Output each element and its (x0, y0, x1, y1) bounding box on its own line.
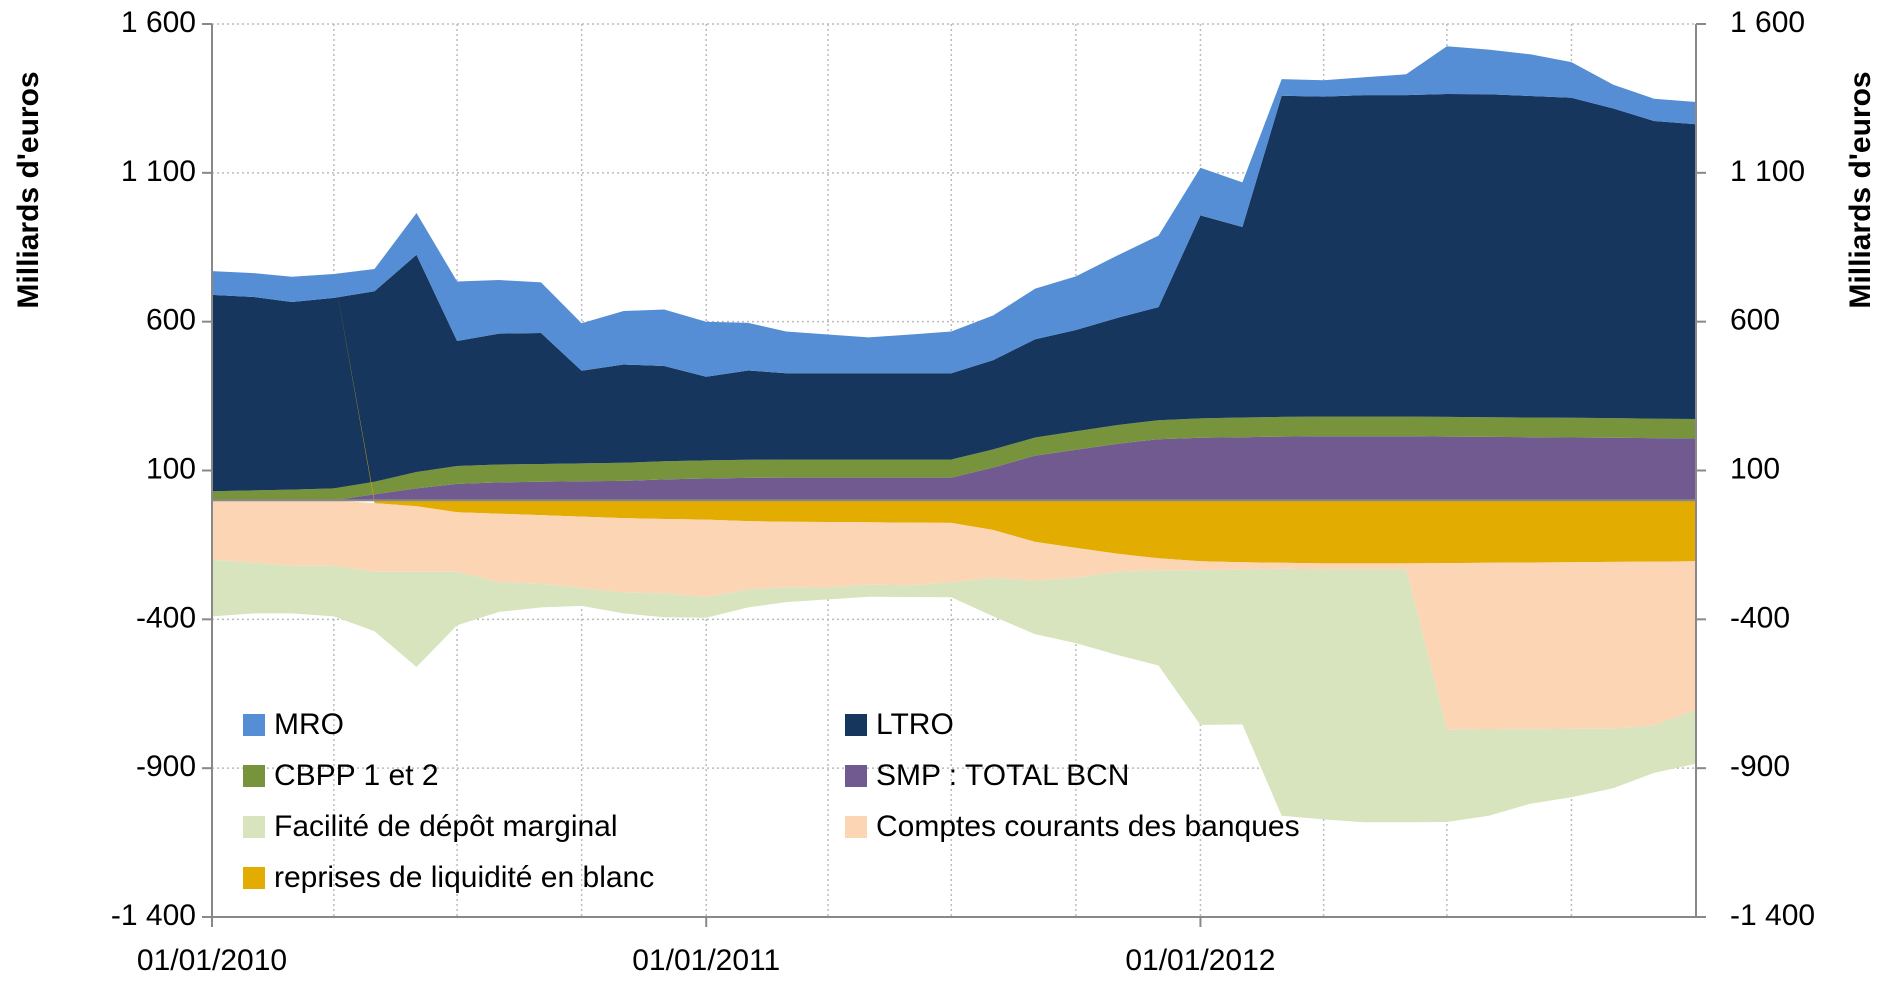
legend-swatch (243, 867, 265, 889)
area (212, 94, 1696, 492)
legend-label: reprises de liquidité en blanc (274, 861, 654, 894)
y-tick-label: 100 (146, 452, 196, 485)
area (212, 271, 1696, 564)
legend-label: Facilité de dépôt marginal (274, 810, 618, 843)
legend-label: Comptes courants des banques (876, 810, 1300, 843)
legend-swatch (845, 714, 867, 736)
area (212, 500, 1696, 730)
y-tick-label: 1 100 (121, 155, 196, 188)
legend-label: LTRO (876, 708, 954, 741)
y2-tick-label: 1 600 (1730, 6, 1805, 39)
area (212, 559, 1696, 823)
area (212, 46, 1696, 377)
y-axis-title: Milliards d'euros (12, 71, 45, 308)
legend-label: SMP : TOTAL BCN (876, 759, 1129, 792)
legend-label: MRO (274, 708, 344, 741)
y-tick-label: -1 400 (111, 899, 196, 932)
legend-swatch (243, 816, 265, 838)
legend-swatch (845, 816, 867, 838)
y2-tick-label: -900 (1730, 750, 1790, 783)
y2-tick-label: 600 (1730, 304, 1780, 337)
y2-tick-label: 100 (1730, 452, 1780, 485)
y-tick-label: -900 (136, 750, 196, 783)
y2-axis-title: Milliards d'euros (1844, 71, 1877, 308)
area (212, 436, 1696, 501)
x-tick-label: 01/01/2012 (1125, 944, 1275, 977)
y2-tick-label: -1 400 (1730, 899, 1815, 932)
x-tick-label: 01/01/2010 (137, 944, 287, 977)
legend-swatch (845, 765, 867, 787)
legend-label: CBPP 1 et 2 (274, 759, 439, 792)
y-tick-label: 1 600 (121, 6, 196, 39)
legend-swatch (243, 765, 265, 787)
y2-tick-label: 1 100 (1730, 155, 1805, 188)
legend-swatch (243, 714, 265, 736)
x-tick-label: 01/01/2011 (632, 944, 780, 977)
y2-tick-label: -400 (1730, 601, 1790, 634)
y-tick-label: 600 (146, 304, 196, 337)
area (212, 416, 1696, 501)
y-tick-label: -400 (136, 601, 196, 634)
